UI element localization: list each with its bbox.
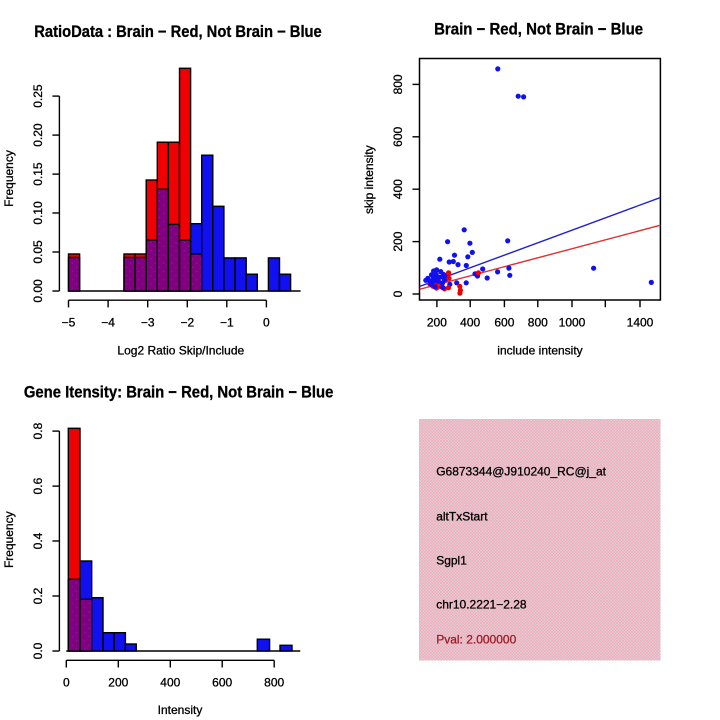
svg-text:400: 400 [160,675,180,689]
svg-text:G6873344@J910240_RC@j_at: G6873344@J910240_RC@j_at [436,465,606,479]
svg-text:0.05: 0.05 [31,240,45,264]
svg-text:Gene Itensity: Brain − Red, No: Gene Itensity: Brain − Red, Not Brain − … [24,384,334,402]
svg-text:Frequency: Frequency [2,150,16,207]
svg-text:0: 0 [63,675,70,689]
svg-text:200: 200 [427,316,447,330]
svg-text:0.20: 0.20 [31,123,45,147]
svg-text:Brain − Red, Not Brain − Blue: Brain − Red, Not Brain − Blue [434,21,643,39]
svg-text:0.8: 0.8 [31,422,45,439]
svg-text:0.4: 0.4 [31,532,45,549]
svg-text:−3: −3 [141,316,155,330]
svg-text:include intensity: include intensity [497,344,582,358]
svg-text:0.2: 0.2 [31,587,45,604]
svg-text:chr10.2221−2.28: chr10.2221−2.28 [436,597,527,611]
svg-text:0.25: 0.25 [31,84,45,108]
svg-text:800: 800 [264,675,284,689]
svg-text:skip intensity: skip intensity [362,145,376,214]
svg-text:400: 400 [460,316,480,330]
svg-text:800: 800 [391,74,405,94]
svg-text:−1: −1 [220,316,234,330]
svg-text:Pval: 2.000000: Pval: 2.000000 [436,633,516,647]
svg-text:400: 400 [391,179,405,199]
svg-text:0.0: 0.0 [31,642,45,659]
svg-text:0.15: 0.15 [31,162,45,186]
svg-text:−5: −5 [62,316,76,330]
svg-text:600: 600 [391,126,405,146]
svg-text:1000: 1000 [559,316,586,330]
svg-text:−4: −4 [101,316,115,330]
svg-text:0.10: 0.10 [31,201,45,225]
svg-text:1400: 1400 [627,316,654,330]
svg-text:−2: −2 [180,316,194,330]
svg-text:200: 200 [391,231,405,251]
svg-text:0: 0 [391,290,405,297]
svg-text:Intensity: Intensity [158,703,203,717]
svg-text:RatioData : Brain − Red, Not B: RatioData : Brain − Red, Not Brain − Blu… [34,23,322,41]
svg-text:800: 800 [528,316,548,330]
svg-text:600: 600 [212,675,232,689]
svg-text:0.6: 0.6 [31,477,45,494]
svg-text:0: 0 [263,316,270,330]
svg-text:Frequency: Frequency [2,511,16,568]
svg-text:Sgpl1: Sgpl1 [436,554,467,568]
svg-text:altTxStart: altTxStart [436,509,488,523]
svg-text:0.00: 0.00 [31,279,45,303]
svg-text:600: 600 [494,316,514,330]
svg-text:Log2 Ratio Skip/Include: Log2 Ratio Skip/Include [117,344,244,358]
svg-text:200: 200 [108,675,128,689]
